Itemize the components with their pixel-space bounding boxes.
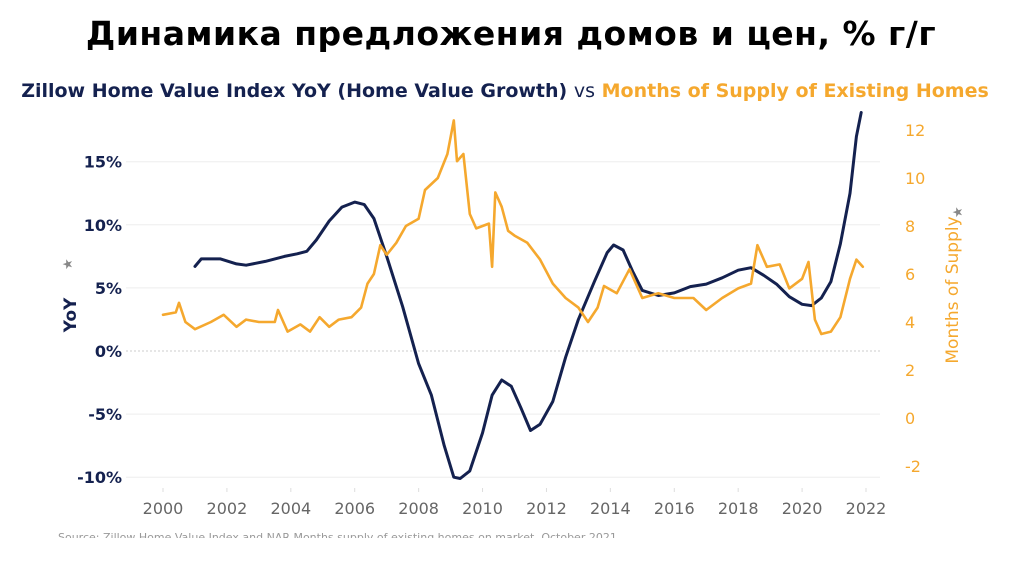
right-tick-label: 8: [905, 217, 915, 236]
right-tick-label: 2: [905, 361, 915, 380]
right-tick-label: 12: [905, 121, 925, 140]
x-tick-label: 2008: [398, 499, 439, 518]
left-tick-label: -5%: [88, 405, 122, 424]
right-tick-label: -2: [905, 457, 921, 476]
gridlines: [126, 161, 880, 478]
x-tick-label: 2010: [462, 499, 503, 518]
left-tick-label: -10%: [77, 468, 122, 487]
x-tick-label: 2022: [846, 499, 887, 518]
left-tick-label: 0%: [95, 342, 122, 361]
right-tick-label: 10: [905, 169, 925, 188]
left-tick-label: 10%: [84, 216, 122, 235]
x-tick-label: 2014: [590, 499, 631, 518]
series2-title: Months of Supply of Existing Homes: [601, 80, 989, 102]
right-tick-label: 4: [905, 313, 915, 332]
left-axis-ticks: 15% 10% 5% 0% -5% -10%: [77, 153, 122, 488]
chart-subtitle: Zillow Home Value Index YoY (Home Value …: [0, 80, 1010, 102]
x-tick-label: 2000: [143, 499, 184, 518]
slide-title: Динамика предложения домов и цен, % г/г: [85, 14, 937, 53]
right-pin-icon[interactable]: ★: [951, 206, 966, 218]
right-tick-label: 0: [905, 409, 915, 428]
x-tick-label: 2002: [207, 499, 248, 518]
left-axis-label: YoY: [61, 297, 81, 333]
right-axis-label: Months of Supply: [943, 216, 963, 363]
months-supply-line: [161, 119, 865, 336]
vs-text: vs: [573, 80, 596, 102]
x-tick-label: 2006: [334, 499, 375, 518]
source-note: Source: Zillow Home Value Index and NAR …: [58, 531, 617, 538]
right-tick-label: 6: [905, 265, 915, 284]
left-pin-icon[interactable]: ★: [61, 258, 76, 270]
x-tick-label: 2020: [782, 499, 823, 518]
x-axis-ticks: 2000 2002 2004 2006 2008 2010 2012 2014 2016 2018…: [143, 488, 887, 518]
x-tick-label: 2012: [526, 499, 567, 518]
right-axis-ticks: 12 10 8 6 4 2 0 -2: [905, 121, 925, 476]
left-tick-label: 15%: [84, 153, 122, 172]
x-tick-label: 2018: [718, 499, 759, 518]
left-tick-label: 5%: [95, 279, 122, 298]
x-tick-label: 2016: [654, 499, 695, 518]
series1-title: Zillow Home Value Index YoY (Home Value …: [21, 80, 568, 102]
series-lines: [161, 111, 865, 480]
home-value-growth-line: [193, 111, 863, 480]
x-tick-label: 2004: [270, 499, 311, 518]
